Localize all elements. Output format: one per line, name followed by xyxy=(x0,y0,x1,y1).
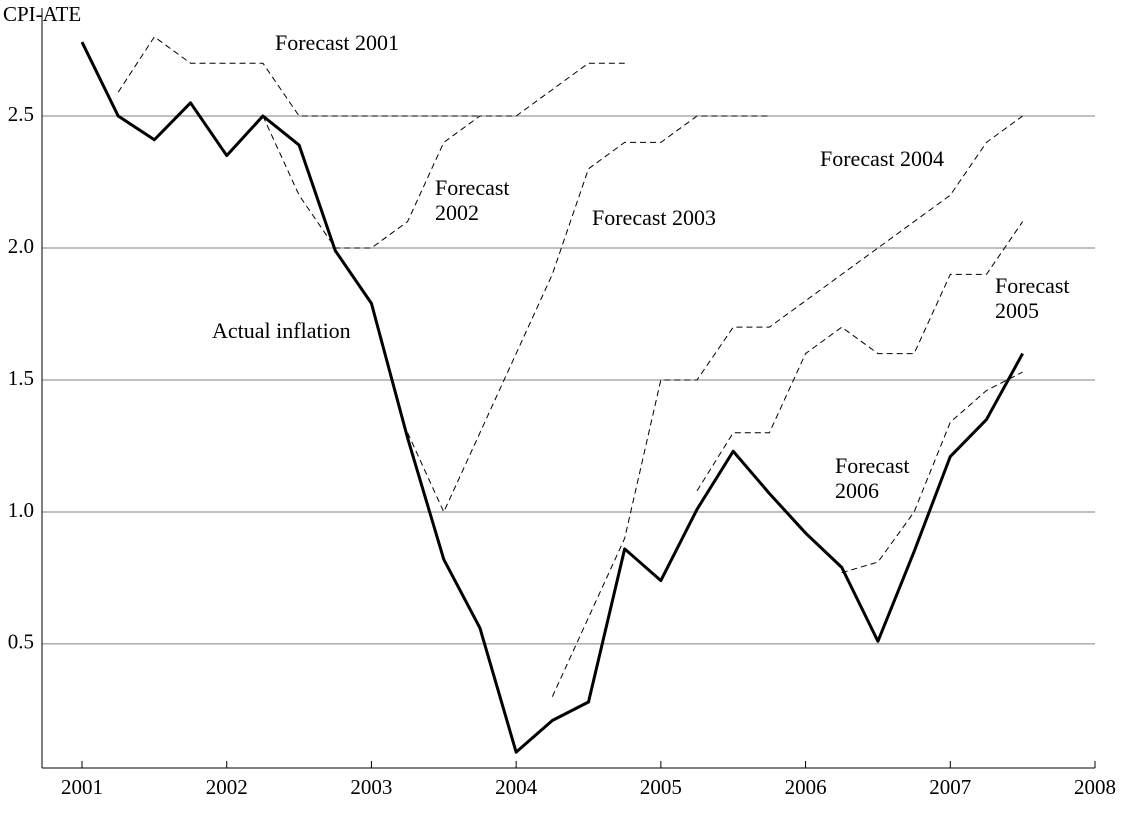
x-tick-label: 2005 xyxy=(640,775,682,799)
x-tick-label: 2007 xyxy=(929,775,971,799)
forecast-line xyxy=(407,115,770,513)
y-tick-label: 1.5 xyxy=(8,366,34,390)
series-label: Forecast 2006 xyxy=(835,453,910,503)
x-tick-label: 2004 xyxy=(495,775,538,799)
x-tick-label: 2008 xyxy=(1074,775,1116,799)
x-tick-label: 2003 xyxy=(350,775,392,799)
x-tick-label: 2006 xyxy=(785,775,827,799)
y-tick-label: 2.5 xyxy=(8,102,34,126)
x-tick-label: 2001 xyxy=(61,775,103,799)
series-label: Forecast 2002 xyxy=(435,175,510,225)
actual-line xyxy=(80,41,1024,754)
x-tick-label: 2002 xyxy=(206,775,248,799)
y-tick-label: 1.0 xyxy=(8,498,34,522)
forecast-line xyxy=(696,221,1024,492)
series-label: Actual inflation xyxy=(212,318,351,343)
y-tick-label: 2.0 xyxy=(8,234,34,258)
forecast-line xyxy=(551,115,1023,697)
series-label: Forecast 2005 xyxy=(995,273,1070,323)
forecast-line xyxy=(841,371,1023,574)
series-label: Forecast 2004 xyxy=(820,146,945,171)
series-label: Forecast 2001 xyxy=(275,30,400,55)
y-tick-label: 0.5 xyxy=(8,630,34,654)
series-label: Forecast 2003 xyxy=(592,205,717,230)
